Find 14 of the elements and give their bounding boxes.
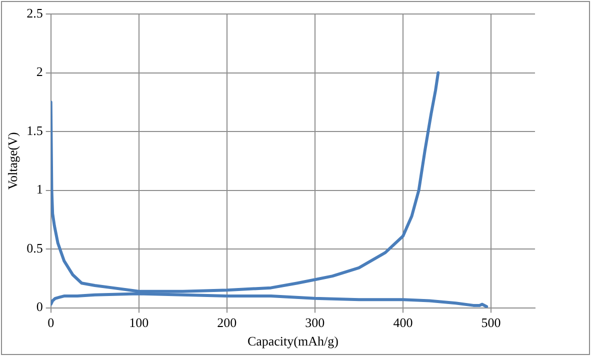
x-tick-label: 200	[217, 315, 237, 330]
x-tick-label: 500	[481, 315, 501, 330]
x-axis-title: Capacity(mAh/g)	[247, 334, 338, 349]
x-tick-label: 400	[393, 315, 413, 330]
x-tick-label: 300	[305, 315, 325, 330]
y-tick-label: 2.5	[26, 5, 43, 20]
y-tick-label: 1	[36, 182, 43, 197]
y-tick-label: 0	[36, 299, 43, 314]
y-tick-label: 1.5	[26, 122, 43, 138]
x-tick-label: 100	[129, 315, 149, 330]
y-tick-label: 0.5	[26, 240, 43, 256]
x-tick-label: 0	[48, 315, 54, 330]
y-tick-label: 2	[36, 64, 43, 80]
y-axis-title: Voltage(V)	[5, 132, 20, 190]
